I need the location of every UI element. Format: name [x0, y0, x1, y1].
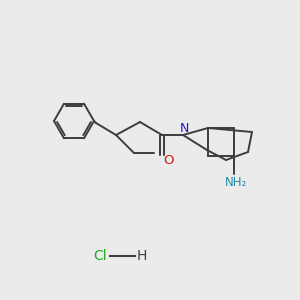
Text: NH₂: NH₂: [225, 176, 247, 188]
Text: O: O: [163, 154, 173, 166]
Text: Cl: Cl: [93, 249, 107, 263]
Text: N: N: [179, 122, 189, 134]
Text: H: H: [137, 249, 147, 263]
